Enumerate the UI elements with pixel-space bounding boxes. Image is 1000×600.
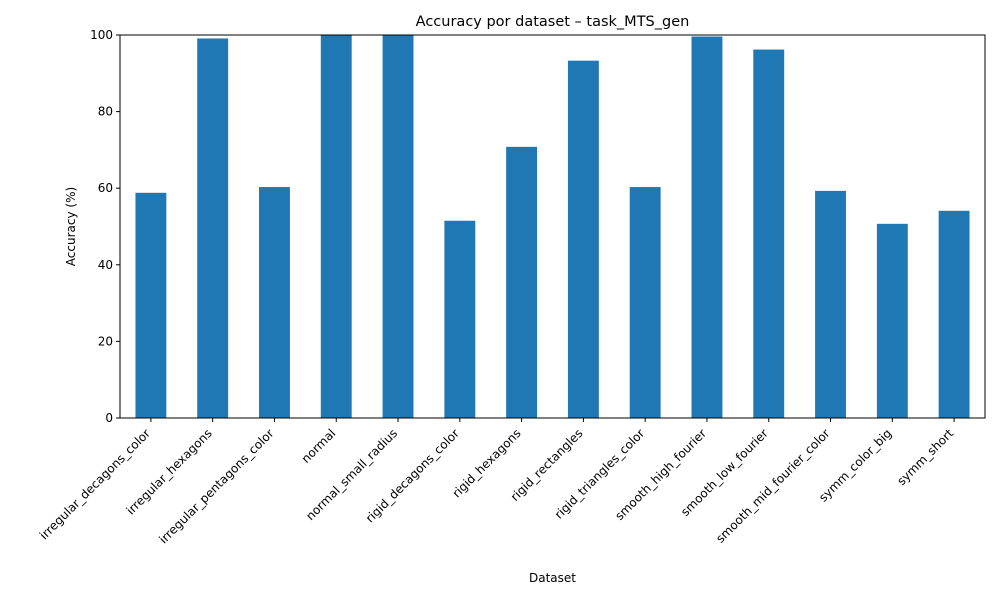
chart-title: Accuracy por dataset – task_MTS_gen <box>416 14 690 30</box>
bar-smooth_high_fourier <box>691 36 723 418</box>
bar-irregular_decagons_color <box>135 192 167 418</box>
bar-symm_color_big <box>876 223 908 418</box>
y-tick-label: 0 <box>105 411 113 425</box>
plot-frame <box>119 34 986 419</box>
bar-irregular_pentagons_color <box>259 187 290 418</box>
bar-smooth_low_fourier <box>753 49 785 419</box>
x-tick-label: smooth_mid_fourier_color <box>713 426 832 545</box>
x-tick-label: normal <box>299 426 339 466</box>
bar-irregular_hexagons <box>197 38 229 418</box>
y-tick-label: 40 <box>98 258 113 272</box>
x-tick-label: irregular_decagons_color <box>37 426 153 542</box>
bar-normal_small_radius <box>382 35 414 418</box>
x-axis-title: Dataset <box>529 571 576 585</box>
x-ticks-group: irregular_decagons_colorirregular_hexago… <box>37 418 956 546</box>
bar-symm_short <box>938 210 970 418</box>
y-tick-label: 100 <box>90 28 113 42</box>
bar-smooth_mid_fourier_color <box>815 190 846 418</box>
bar-rigid_triangles_color <box>629 187 661 418</box>
bars-group <box>135 35 970 419</box>
x-tick-label: irregular_pentagons_color <box>156 426 276 546</box>
bar-rigid_hexagons <box>506 146 538 418</box>
bar-rigid_decagons_color <box>444 220 476 418</box>
bar-normal <box>320 35 352 418</box>
y-ticks-group: 0 20 40 60 80 100 <box>90 28 120 425</box>
x-tick-label: symm_short <box>894 426 956 488</box>
bar-rigid_rectangles <box>567 60 599 418</box>
y-tick-label: 60 <box>98 181 113 195</box>
y-axis-title: Accuracy (%) <box>64 187 78 266</box>
y-tick-label: 80 <box>98 105 113 119</box>
axes-group <box>119 34 986 419</box>
y-tick-label: 20 <box>98 334 113 348</box>
